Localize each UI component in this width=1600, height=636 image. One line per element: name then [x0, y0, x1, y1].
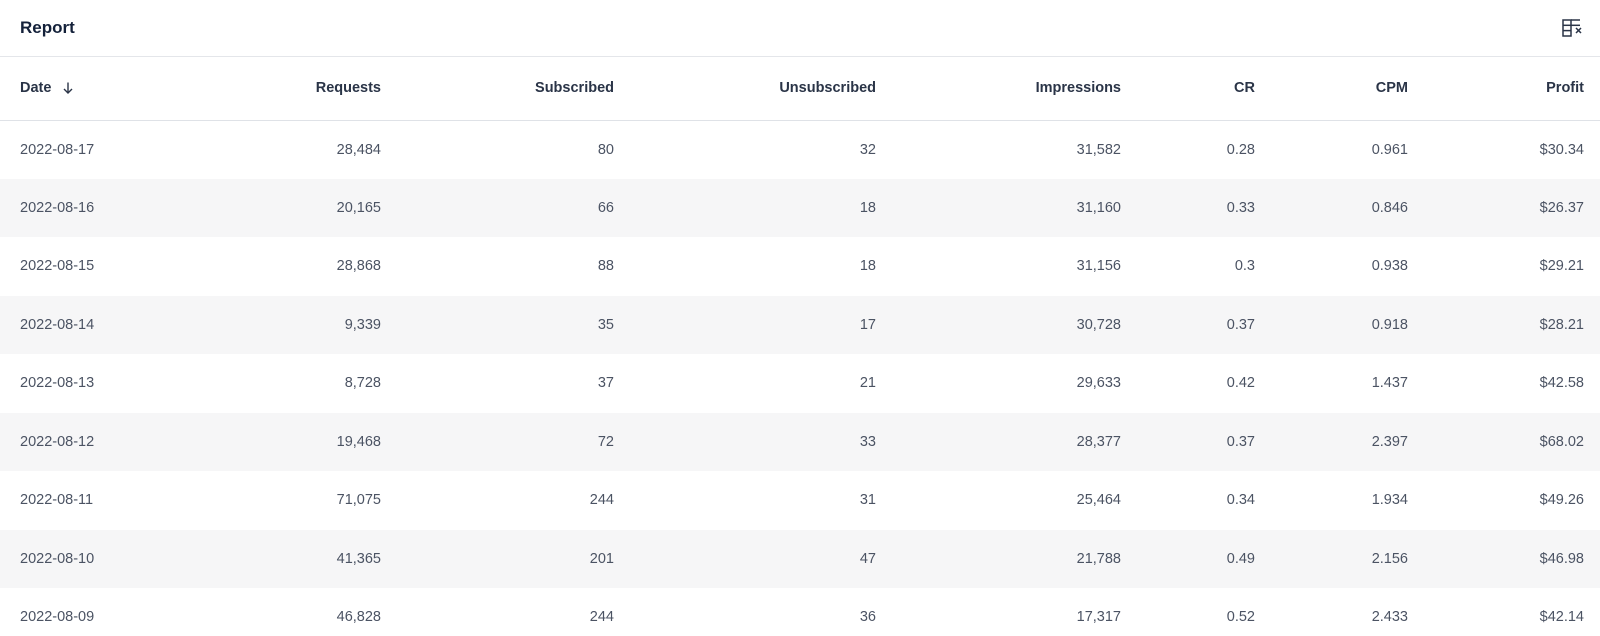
- table-header-row: Date Requests Subscribed Unsubscribed Im…: [0, 57, 1600, 120]
- cell-requests: 28,868: [336, 258, 381, 275]
- page-title: Report: [20, 18, 75, 37]
- column-header-unsubscribed[interactable]: Unsubscribed: [779, 80, 876, 97]
- column-settings-icon: [1562, 19, 1582, 37]
- cell-subscribed: 66: [597, 199, 614, 216]
- table-row: 2022-08-10 41,365 201 47 21,788 0.49 2.156 $46.…: [0, 529, 1600, 588]
- cell-cr: 0.52: [1226, 609, 1255, 626]
- table-row: 2022-08-12 19,468 72 33 28,377 0.37 2.397 $68.0…: [0, 412, 1600, 471]
- cell-cr: 0.33: [1226, 199, 1255, 216]
- cell-unsubscribed: 31: [859, 492, 876, 509]
- cell-requests: 8,728: [344, 375, 381, 392]
- cell-requests: 9,339: [344, 316, 381, 333]
- cell-profit: $49.26: [1539, 492, 1584, 509]
- report-header: Report: [0, 0, 1600, 57]
- cell-requests: 19,468: [336, 433, 381, 450]
- cell-cpm: 2.433: [1371, 609, 1408, 626]
- table-row: 2022-08-09 46,828 244 36 17,317 0.52 2.433 $42.…: [0, 588, 1600, 636]
- cell-requests: 28,484: [336, 141, 381, 158]
- table-row: 2022-08-11 71,075 244 31 25,464 0.34 1.934 $49.…: [0, 471, 1600, 530]
- cell-cpm: 0.961: [1371, 141, 1408, 158]
- column-settings-button[interactable]: [1560, 16, 1584, 40]
- cell-cpm: 1.934: [1371, 492, 1408, 509]
- cell-profit: $30.34: [1539, 141, 1584, 158]
- cell-requests: 46,828: [336, 609, 381, 626]
- cell-unsubscribed: 21: [859, 375, 876, 392]
- cell-cpm: 1.437: [1371, 375, 1408, 392]
- cell-date: 2022-08-11: [20, 492, 94, 509]
- column-header-subscribed[interactable]: Subscribed: [535, 80, 614, 97]
- report-table: Date Requests Subscribed Unsubscribed Im…: [0, 57, 1600, 636]
- cell-subscribed: 37: [597, 375, 614, 392]
- sort-date-control[interactable]: Date: [20, 80, 73, 96]
- cell-requests: 20,165: [336, 199, 381, 216]
- cell-cr: 0.3: [1234, 258, 1255, 275]
- column-header-impressions[interactable]: Impressions: [1035, 80, 1121, 97]
- cell-subscribed: 72: [597, 433, 614, 450]
- cell-unsubscribed: 17: [859, 316, 876, 333]
- cell-date: 2022-08-14: [20, 316, 95, 333]
- cell-impressions: 25,464: [1076, 492, 1121, 509]
- table-row: 2022-08-17 28,484 80 32 31,582 0.28 0.961 $30.3…: [0, 120, 1600, 179]
- cell-impressions: 29,633: [1076, 375, 1121, 392]
- cell-cr: 0.42: [1226, 375, 1255, 392]
- cell-date: 2022-08-15: [20, 258, 95, 275]
- cell-unsubscribed: 18: [859, 258, 876, 275]
- column-header-cr[interactable]: CR: [1234, 80, 1255, 97]
- table-body: 2022-08-17 28,484 80 32 31,582 0.28 0.961 $30.3…: [0, 120, 1600, 636]
- cell-impressions: 21,788: [1076, 550, 1121, 567]
- column-header-label: Date: [20, 80, 52, 97]
- cell-cpm: 2.156: [1371, 550, 1408, 567]
- column-header-date[interactable]: Date: [0, 57, 160, 120]
- cell-cr: 0.28: [1226, 141, 1255, 158]
- cell-subscribed: 244: [589, 609, 614, 626]
- table-row: 2022-08-14 9,339 35 17 30,728 0.37 0.918 $28.21: [0, 295, 1600, 354]
- cell-impressions: 17,317: [1076, 609, 1121, 626]
- cell-subscribed: 35: [597, 316, 614, 333]
- cell-profit: $28.21: [1539, 316, 1584, 333]
- cell-impressions: 31,156: [1076, 258, 1121, 275]
- cell-cpm: 0.846: [1371, 199, 1408, 216]
- cell-profit: $42.58: [1539, 375, 1584, 392]
- cell-cpm: 0.918: [1371, 316, 1408, 333]
- cell-subscribed: 201: [589, 550, 614, 567]
- cell-date: 2022-08-17: [20, 141, 95, 158]
- column-header-requests[interactable]: Requests: [315, 80, 381, 97]
- arrow-down-icon: [63, 82, 73, 95]
- cell-impressions: 28,377: [1076, 433, 1121, 450]
- cell-profit: $29.21: [1539, 258, 1584, 275]
- cell-impressions: 31,582: [1076, 141, 1121, 158]
- table-row: 2022-08-13 8,728 37 21 29,633 0.42 1.437 $42.58: [0, 354, 1600, 413]
- cell-unsubscribed: 47: [859, 550, 876, 567]
- cell-impressions: 31,160: [1076, 199, 1121, 216]
- cell-subscribed: 80: [597, 141, 614, 158]
- cell-cpm: 0.938: [1371, 258, 1408, 275]
- cell-unsubscribed: 33: [859, 433, 876, 450]
- column-header-profit[interactable]: Profit: [1546, 80, 1584, 97]
- cell-unsubscribed: 32: [859, 141, 876, 158]
- cell-requests: 41,365: [336, 550, 381, 567]
- cell-impressions: 30,728: [1076, 316, 1121, 333]
- cell-subscribed: 88: [597, 258, 614, 275]
- cell-date: 2022-08-09: [20, 609, 95, 626]
- cell-profit: $46.98: [1539, 550, 1584, 567]
- table-row: 2022-08-15 28,868 88 18 31,156 0.3 0.938 $29.21: [0, 237, 1600, 296]
- cell-cpm: 2.397: [1371, 433, 1408, 450]
- cell-date: 2022-08-10: [20, 550, 95, 567]
- cell-cr: 0.37: [1226, 316, 1255, 333]
- cell-unsubscribed: 18: [859, 199, 876, 216]
- cell-date: 2022-08-13: [20, 375, 95, 392]
- cell-profit: $26.37: [1539, 199, 1584, 216]
- table-row: 2022-08-16 20,165 66 18 31,160 0.33 0.846 $26.3…: [0, 178, 1600, 237]
- cell-date: 2022-08-16: [20, 199, 95, 216]
- cell-unsubscribed: 36: [859, 609, 876, 626]
- cell-cr: 0.37: [1226, 433, 1255, 450]
- cell-cr: 0.49: [1226, 550, 1255, 567]
- cell-requests: 71,075: [336, 492, 381, 509]
- column-header-cpm[interactable]: CPM: [1375, 80, 1408, 97]
- cell-profit: $42.14: [1539, 609, 1584, 626]
- cell-date: 2022-08-12: [20, 433, 95, 450]
- cell-cr: 0.34: [1226, 492, 1255, 509]
- cell-subscribed: 244: [589, 492, 614, 509]
- cell-profit: $68.02: [1539, 433, 1584, 450]
